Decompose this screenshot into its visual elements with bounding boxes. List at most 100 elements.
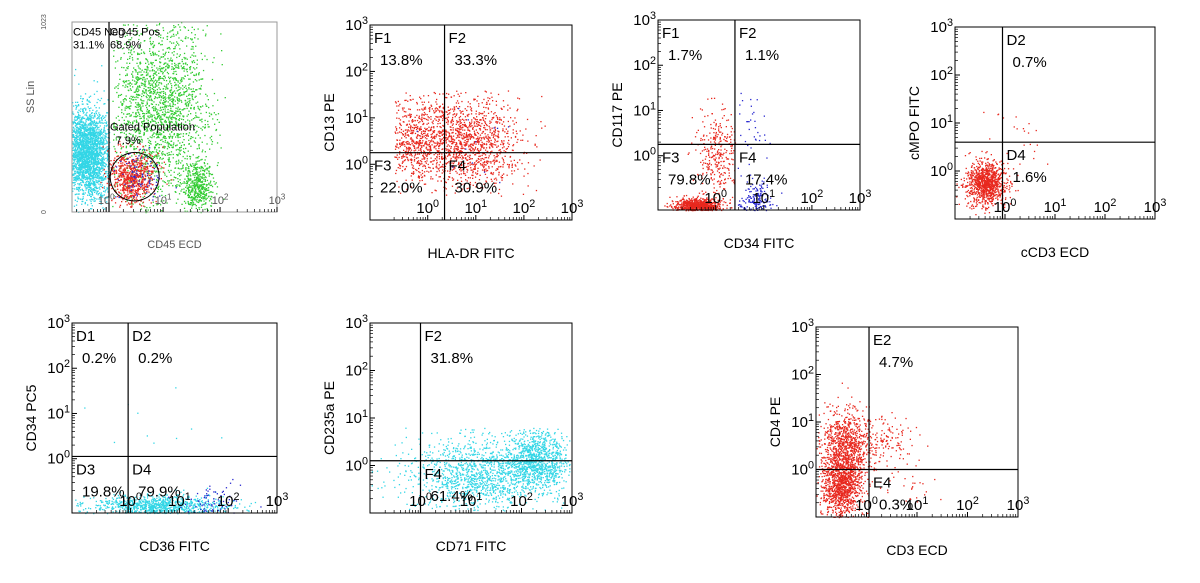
- event-dot: [75, 180, 78, 182]
- event-dot: [101, 171, 103, 173]
- event-dot: [125, 185, 127, 188]
- event-dot: [81, 193, 84, 195]
- event-dot: [139, 115, 141, 117]
- event-dot: [78, 130, 80, 132]
- event-dot: [76, 122, 79, 124]
- event-dot: [187, 103, 189, 105]
- event-dot: [74, 115, 76, 117]
- event-dot: [136, 175, 138, 178]
- event-dot: [189, 163, 192, 165]
- event-dot: [78, 176, 80, 179]
- event-dot: [98, 116, 100, 118]
- event-dot: [90, 148, 92, 150]
- event-dot: [155, 171, 157, 173]
- event-dot: [97, 137, 99, 139]
- event-dot: [84, 163, 86, 165]
- event-dot: [144, 40, 146, 42]
- event-dot: [168, 182, 170, 184]
- event-dot: [87, 123, 89, 125]
- event-dot: [177, 86, 180, 88]
- event-dot: [83, 178, 85, 180]
- event-dot: [92, 131, 95, 133]
- event-dot: [77, 101, 79, 103]
- event-dot: [92, 199, 94, 201]
- event-dot: [166, 65, 168, 67]
- event-dot: [171, 85, 173, 87]
- event-dot: [208, 115, 211, 117]
- event-dot: [197, 134, 200, 136]
- event-dot: [150, 128, 153, 131]
- event-dot: [117, 60, 119, 62]
- event-dot: [175, 64, 177, 66]
- event-dot: [156, 130, 158, 132]
- event-dot: [169, 161, 171, 163]
- event-dot: [86, 176, 88, 178]
- event-dot: [85, 158, 88, 160]
- event-dot: [187, 150, 189, 152]
- event-dot: [73, 105, 75, 107]
- event-dot: [72, 182, 74, 184]
- event-dot: [210, 195, 212, 198]
- event-dot: [188, 84, 190, 86]
- event-dot: [170, 110, 172, 112]
- event-dot: [162, 123, 164, 126]
- event-dot: [121, 154, 123, 156]
- event-dot: [164, 92, 166, 94]
- event-dot: [84, 159, 86, 161]
- event-dot: [79, 158, 82, 160]
- event-dot: [86, 161, 88, 163]
- event-dot: [83, 144, 85, 146]
- event-dot: [75, 155, 77, 157]
- event-dot: [163, 147, 166, 149]
- event-dot: [107, 181, 109, 183]
- event-dot: [72, 159, 75, 161]
- event-dot: [76, 175, 78, 177]
- event-dot: [172, 99, 174, 101]
- event-dot: [206, 167, 208, 169]
- event-dot: [82, 145, 84, 147]
- event-dot: [200, 184, 202, 186]
- event-dot: [81, 149, 83, 151]
- event-dot: [122, 157, 125, 159]
- event-dot: [141, 162, 144, 165]
- event-dot: [150, 121, 152, 124]
- event-dot: [205, 111, 207, 114]
- event-dot: [92, 136, 94, 138]
- event-dot: [206, 163, 209, 165]
- event-dot: [154, 118, 157, 120]
- event-dot: [165, 65, 167, 68]
- event-dot: [100, 122, 102, 124]
- event-dot: [82, 137, 84, 139]
- event-dot: [173, 42, 175, 44]
- event-dot: [144, 125, 146, 127]
- event-dot: [207, 196, 210, 198]
- event-dot: [92, 158, 95, 160]
- event-dot: [124, 127, 127, 129]
- event-dot: [95, 107, 97, 109]
- event-dot: [148, 81, 150, 84]
- event-dot: [155, 124, 157, 127]
- event-dot: [171, 52, 173, 54]
- event-dot: [75, 152, 77, 154]
- event-dot: [91, 140, 93, 142]
- event-dot: [201, 141, 203, 143]
- event-dot: [200, 211, 202, 214]
- event-dot: [143, 83, 145, 85]
- event-dot: [217, 113, 220, 115]
- event-dot: [162, 157, 164, 160]
- event-dot: [87, 189, 90, 191]
- event-dot: [175, 121, 178, 123]
- event-dot: [90, 141, 92, 143]
- event-dot: [168, 98, 170, 100]
- event-dot: [74, 181, 76, 184]
- event-dot: [104, 162, 106, 165]
- event-dot: [122, 24, 125, 26]
- event-dot: [179, 142, 181, 144]
- event-dot: [91, 193, 93, 195]
- event-dot: [146, 78, 148, 80]
- event-dot: [122, 187, 124, 189]
- event-dot: [120, 192, 122, 195]
- event-dot: [180, 146, 182, 148]
- event-dot: [88, 162, 90, 164]
- event-dot: [135, 116, 138, 118]
